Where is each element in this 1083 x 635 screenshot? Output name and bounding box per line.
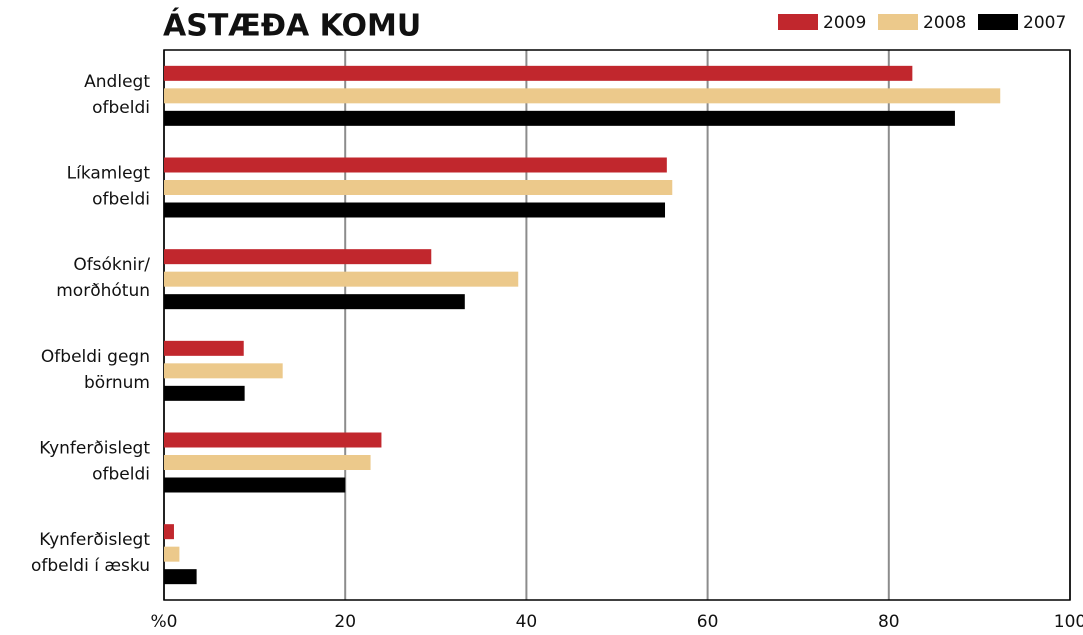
bar — [164, 524, 174, 540]
legend-label: 2008 — [923, 13, 966, 33]
legend-label: 2007 — [1023, 13, 1066, 33]
legend-swatch — [978, 14, 1018, 30]
y-tick-label: ofbeldi — [92, 98, 150, 118]
bar — [164, 569, 197, 585]
x-tick-label: 20 — [334, 612, 356, 632]
chart-title: ÁSTÆÐA KOMU — [163, 8, 421, 44]
plot-frame — [163, 49, 1071, 601]
bar — [164, 546, 180, 562]
bar — [164, 110, 955, 126]
y-tick-label: börnum — [84, 373, 150, 393]
x-tick-label: %0 — [151, 612, 178, 632]
bar — [164, 88, 1001, 104]
x-tick-label: 100 — [1054, 612, 1083, 632]
bar — [164, 271, 519, 287]
bar — [164, 477, 346, 493]
x-tick-label: 60 — [697, 612, 719, 632]
legend-swatch — [878, 14, 918, 30]
y-tick-label: Ofsóknir/ — [73, 255, 150, 275]
legend-label: 2009 — [823, 13, 866, 33]
y-tick-label: Líkamlegt — [67, 164, 151, 184]
y-tick-label: Kynferðislegt — [39, 439, 150, 459]
y-tick-label: ofbeldi — [92, 190, 150, 210]
bar — [164, 249, 432, 265]
y-tick-label: morðhótun — [56, 281, 150, 301]
bar — [164, 385, 245, 401]
bar — [164, 157, 667, 173]
y-tick-label: Andlegt — [84, 72, 150, 92]
bar — [164, 65, 913, 81]
y-tick-label: ofbeldi í æsku — [31, 556, 150, 576]
bar — [164, 432, 382, 448]
bar — [164, 294, 465, 310]
y-tick-label: Ofbeldi gegn — [41, 347, 150, 367]
bar — [164, 180, 673, 195]
bar — [164, 363, 283, 379]
bar — [164, 455, 371, 470]
y-tick-label: Kynferðislegt — [39, 530, 150, 550]
legend-swatch — [778, 14, 818, 30]
y-tick-label: ofbeldi — [92, 465, 150, 485]
x-tick-label: 80 — [878, 612, 900, 632]
bar — [164, 340, 244, 356]
x-tick-label: 40 — [516, 612, 538, 632]
bar — [164, 202, 666, 218]
